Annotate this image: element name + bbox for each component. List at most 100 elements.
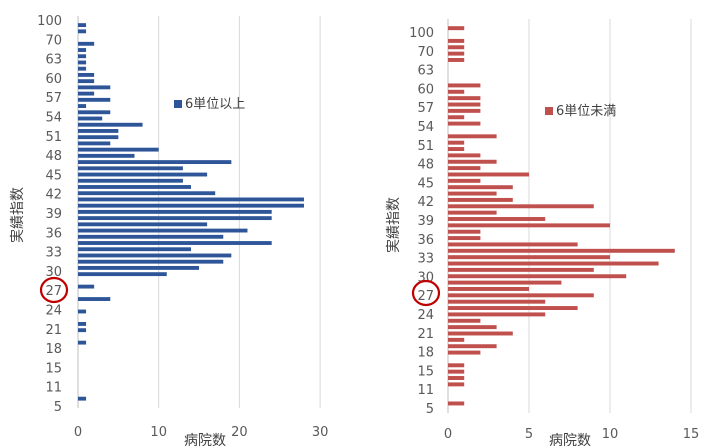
bar-1-33 (448, 236, 481, 241)
bar-1-43 (448, 299, 546, 304)
bar-0-6 (78, 60, 87, 65)
bar-0-24 (78, 172, 208, 177)
y-tick-label-1-15: 24 (417, 308, 434, 323)
bar-0-31 (78, 216, 272, 221)
y-tick-label-1-19: 11 (417, 383, 434, 398)
bar-0-51 (78, 340, 87, 345)
bar-1-22 (448, 166, 481, 171)
bar-1-51 (448, 350, 481, 355)
bar-1-13 (448, 108, 481, 113)
bar-1-17 (448, 134, 497, 139)
bar-0-12 (78, 97, 111, 102)
bar-0-42 (78, 284, 95, 289)
x-axis-title-1: 病院数 (549, 433, 591, 448)
bar-0-22 (78, 160, 232, 165)
x-tick-label-0-1: 10 (150, 425, 167, 440)
bar-1-50 (448, 344, 497, 349)
highlight-circle-0 (39, 276, 69, 304)
bar-1-23 (448, 172, 529, 177)
bar-1-5 (448, 58, 465, 62)
bar-0-35 (78, 241, 272, 245)
bar-1-49 (448, 337, 465, 342)
bar-1-11 (448, 96, 481, 101)
bar-1-47 (448, 325, 497, 330)
y-tick-label-0-20: 5 (54, 400, 62, 415)
y-tick-label-0-4: 57 (45, 91, 62, 106)
bar-0-60 (78, 396, 87, 401)
bar-1-39 (448, 274, 627, 279)
bar-1-55 (448, 376, 465, 380)
bar-1-56 (448, 382, 465, 387)
x-axis-title-0: 病院数 (184, 433, 226, 448)
bar-0-9 (78, 79, 95, 84)
bar-1-41 (448, 287, 529, 291)
bar-1-30 (448, 217, 546, 221)
bar-0-13 (78, 104, 87, 108)
bar-1-25 (448, 185, 513, 190)
bar-0-10 (78, 85, 111, 90)
bar-0-4 (78, 48, 87, 52)
y-tick-label-0-16: 21 (45, 323, 62, 338)
bar-1-2 (448, 38, 465, 43)
x-tick-label-0-2: 20 (231, 425, 248, 440)
y-tick-label-0-3: 60 (45, 72, 62, 87)
y-tick-label-1-5: 54 (417, 120, 434, 135)
bar-1-10 (448, 89, 465, 94)
bar-0-30 (78, 209, 272, 214)
bar-1-54 (448, 369, 465, 374)
bar-1-0 (448, 26, 465, 31)
bar-1-31 (448, 223, 610, 228)
y-tick-label-1-0: 100 (409, 26, 434, 41)
legend-swatch-0 (174, 100, 182, 108)
y-tick-label-1-11: 36 (417, 233, 434, 248)
legend-label-1: 6単位未満 (556, 103, 616, 119)
y-tick-label-0-5: 54 (45, 111, 62, 126)
bar-1-37 (448, 261, 659, 266)
bar-1-48 (448, 331, 513, 336)
bar-1-40 (448, 280, 562, 285)
y-tick-label-1-20: 5 (426, 402, 434, 417)
bar-0-40 (78, 272, 167, 277)
y-tick-label-1-2: 63 (417, 64, 434, 79)
y-tick-label-0-9: 42 (45, 188, 62, 203)
bar-0-26 (78, 185, 191, 189)
bar-1-3 (448, 45, 465, 50)
x-tick-label-0-0: 0 (74, 425, 82, 440)
bar-0-29 (78, 203, 304, 208)
y-tick-label-1-17: 18 (417, 346, 434, 361)
y-tick-label-0-15: 24 (45, 304, 62, 319)
y-tick-label-0-7: 48 (45, 149, 62, 164)
x-tick-label-1-2: 10 (602, 427, 619, 442)
bar-0-25 (78, 178, 183, 183)
bar-1-14 (448, 115, 465, 120)
bar-1-9 (448, 83, 481, 88)
bar-0-34 (78, 234, 224, 239)
bar-1-34 (448, 242, 578, 247)
bar-1-18 (448, 140, 465, 145)
y-tick-label-1-7: 48 (417, 158, 434, 173)
bar-0-19 (78, 141, 111, 146)
y-tick-label-0-10: 39 (45, 207, 62, 222)
y-tick-label-1-16: 21 (417, 327, 434, 342)
bar-1-42 (448, 293, 594, 298)
bar-0-15 (78, 116, 103, 121)
bar-1-19 (448, 147, 465, 151)
bar-0-7 (78, 66, 87, 71)
x-tick-label-0-3: 30 (312, 425, 329, 440)
bar-1-26 (448, 191, 497, 196)
x-tick-label-1-3: 15 (683, 427, 700, 442)
bar-1-59 (448, 401, 465, 406)
bar-0-23 (78, 166, 183, 171)
bar-1-24 (448, 178, 481, 183)
bar-1-38 (448, 267, 594, 272)
bar-1-28 (448, 204, 594, 209)
legend-swatch-1 (545, 107, 553, 115)
y-tick-label-0-11: 36 (45, 226, 62, 241)
y-tick-label-0-17: 18 (45, 342, 62, 357)
legend-label-0: 6単位以上 (185, 96, 245, 112)
y-tick-label-1-9: 42 (417, 195, 434, 210)
bar-0-21 (78, 153, 135, 158)
highlight-circle-1 (411, 279, 441, 307)
bar-0-48 (78, 322, 87, 326)
bar-0-8 (78, 72, 95, 77)
